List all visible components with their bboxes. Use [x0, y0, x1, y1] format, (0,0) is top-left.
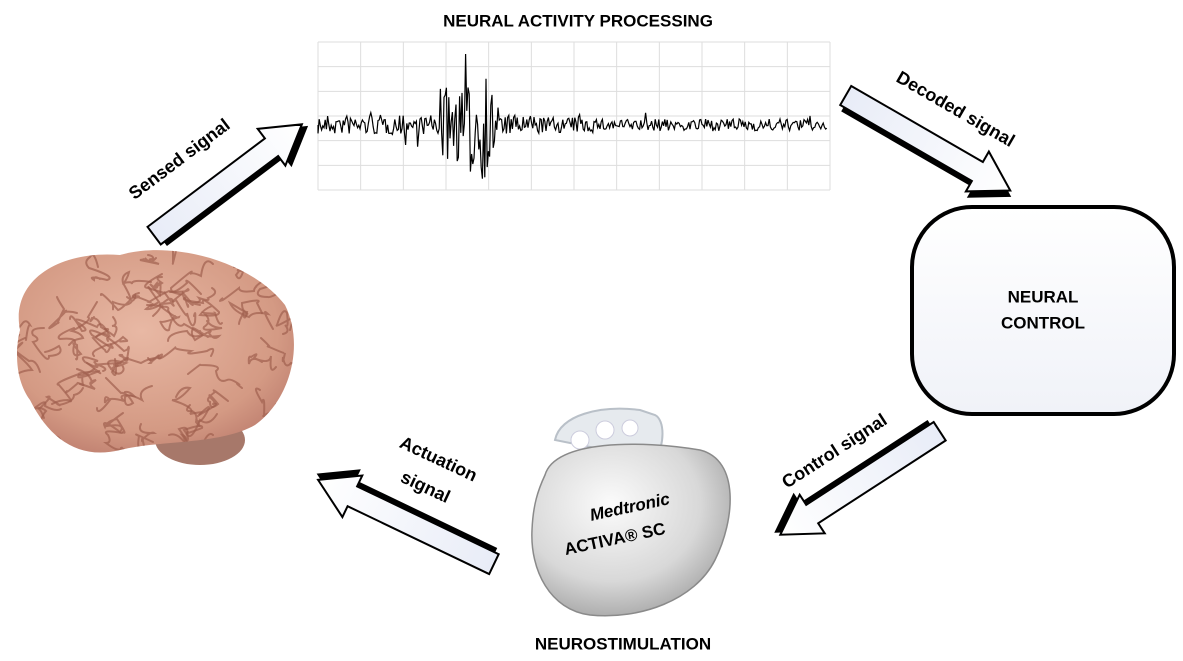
arrow — [140, 104, 322, 258]
signal-plot — [318, 42, 830, 190]
control-box — [912, 207, 1174, 414]
brain-fold — [276, 401, 312, 420]
brain-fold — [78, 452, 117, 474]
brain-fold — [272, 262, 310, 275]
diagram: NEURAL ACTIVITY PROCESSING NEURAL CONTRO… — [0, 0, 1183, 661]
brain-fold — [46, 436, 62, 459]
device: Medtronic ACTIVA® SC — [532, 409, 730, 616]
control-label: NEURAL — [1008, 287, 1079, 306]
brain — [0, 237, 327, 476]
brain-fold — [0, 353, 15, 372]
brain-fold — [0, 265, 26, 283]
stimulation-label: NEUROSTIMULATION — [535, 634, 711, 653]
brain-fold — [282, 274, 327, 312]
control-label: CONTROL — [1001, 313, 1085, 332]
title: NEURAL ACTIVITY PROCESSING — [443, 11, 713, 30]
